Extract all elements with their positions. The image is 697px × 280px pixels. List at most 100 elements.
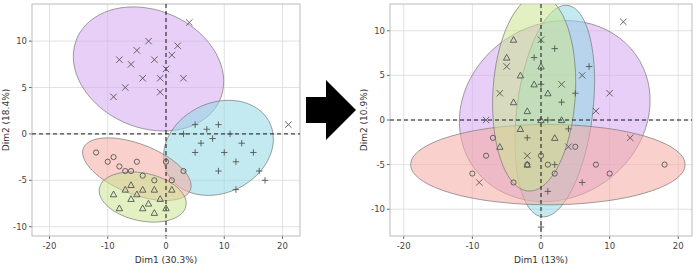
point [122, 186, 128, 192]
point [134, 47, 140, 53]
tick-label: 5 [380, 70, 385, 80]
point [180, 75, 186, 81]
point [233, 186, 239, 192]
tick-label: -20 [43, 241, 57, 251]
point [122, 84, 128, 90]
point [145, 38, 151, 44]
plot-area [32, 4, 300, 236]
point [192, 121, 198, 127]
point [538, 81, 544, 87]
point [233, 159, 239, 165]
zero-line [32, 133, 300, 134]
point [490, 135, 495, 140]
point [586, 63, 592, 69]
tick-label: 10 [219, 241, 230, 251]
point [110, 94, 116, 100]
point [476, 179, 482, 185]
point [497, 144, 503, 150]
point [524, 161, 530, 167]
point [483, 117, 489, 123]
point [510, 99, 516, 105]
point [620, 19, 626, 25]
tick-label: 0 [163, 241, 168, 251]
axis-label: Dim1 (13%) [514, 255, 568, 265]
grid-line [282, 4, 283, 236]
point [105, 159, 110, 164]
arrow [306, 80, 356, 140]
point [565, 144, 571, 150]
point [483, 153, 488, 158]
tick-label: 10 [16, 36, 27, 46]
point [558, 99, 564, 105]
point [215, 168, 221, 174]
point [157, 89, 163, 95]
point [538, 36, 544, 42]
point [151, 186, 157, 192]
grid-line [32, 226, 300, 227]
point [531, 54, 537, 60]
point [525, 162, 530, 167]
grid-line [49, 4, 50, 236]
point [579, 179, 585, 185]
point [607, 171, 612, 176]
point [128, 196, 134, 202]
point [163, 159, 168, 164]
point [579, 72, 585, 78]
point [169, 178, 174, 183]
point [134, 159, 139, 164]
tick-label: 0 [22, 129, 27, 139]
point [198, 140, 204, 146]
point [627, 135, 633, 141]
tick-label: -20 [397, 241, 411, 251]
axis-label: Dim2 (18.4%) [1, 89, 11, 151]
point [517, 72, 523, 78]
tick-label: 10 [604, 241, 615, 251]
point [204, 126, 210, 132]
point [572, 90, 578, 96]
point [123, 168, 128, 173]
point [531, 81, 537, 87]
grid-line [32, 133, 300, 134]
point [558, 117, 564, 123]
point [503, 54, 509, 60]
point [239, 140, 245, 146]
point [250, 149, 256, 155]
tick-label: 0 [380, 115, 385, 125]
point [545, 188, 551, 194]
confidence-ellipse [83, 138, 192, 201]
point [503, 63, 509, 69]
point [192, 149, 198, 155]
point [545, 90, 551, 96]
point [538, 153, 543, 158]
point [209, 135, 215, 141]
point [174, 43, 180, 49]
point [180, 131, 186, 137]
point [151, 56, 157, 62]
point [157, 75, 163, 81]
point [538, 224, 544, 230]
confidence-ellipse [99, 172, 186, 222]
point [163, 205, 169, 211]
point [552, 135, 558, 141]
point [545, 117, 551, 123]
point [145, 200, 151, 206]
point [517, 126, 523, 132]
point [169, 52, 175, 58]
point [558, 81, 564, 87]
point [552, 161, 558, 167]
point [128, 182, 134, 188]
point [152, 178, 157, 183]
point [256, 168, 262, 174]
point [593, 162, 598, 167]
point [573, 144, 578, 149]
point [524, 108, 530, 114]
point [606, 90, 612, 96]
tick-label: -10 [371, 204, 385, 214]
tick-label: 20 [277, 241, 288, 251]
tick-label: 20 [673, 241, 684, 251]
point [139, 205, 145, 211]
point [117, 164, 122, 169]
point [262, 177, 268, 183]
point [151, 210, 157, 216]
point [510, 36, 516, 42]
